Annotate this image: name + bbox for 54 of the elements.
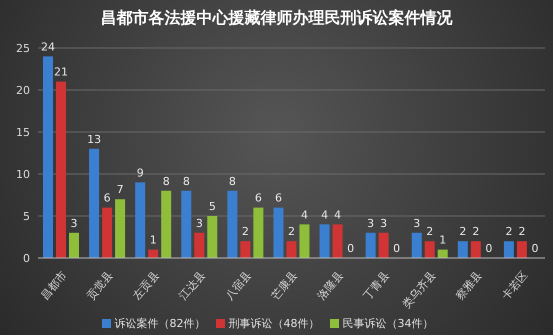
data-label: 3 bbox=[413, 216, 420, 230]
x-tick-label: 芒康县 bbox=[268, 268, 300, 302]
data-label: 1 bbox=[150, 234, 157, 247]
data-label: 9 bbox=[136, 166, 144, 180]
data-label: 21 bbox=[54, 66, 68, 79]
data-label: 6 bbox=[104, 192, 111, 205]
data-label: 2 bbox=[518, 225, 526, 238]
x-tick-label: 类乌齐县 bbox=[400, 268, 438, 311]
x-tick-label: 江达县 bbox=[176, 268, 208, 302]
data-label: 4 bbox=[301, 208, 308, 222]
data-label: 0 bbox=[393, 242, 400, 255]
data-label: 7 bbox=[116, 183, 124, 196]
data-label: 6 bbox=[254, 192, 262, 205]
x-tick-label: 八宿县 bbox=[222, 268, 254, 302]
legend-label: 诉讼案件（82件） bbox=[114, 317, 206, 330]
y-tick-label: 0 bbox=[23, 252, 30, 265]
data-label: 13 bbox=[87, 132, 102, 146]
data-label: 8 bbox=[228, 174, 236, 188]
data-label: 0 bbox=[485, 242, 492, 255]
data-label: 8 bbox=[182, 174, 190, 188]
y-tick-label: 5 bbox=[23, 210, 30, 223]
data-label: 2 bbox=[242, 225, 249, 238]
data-label: 2 bbox=[288, 225, 295, 238]
data-label: 4 bbox=[321, 208, 328, 222]
data-label: 2 bbox=[472, 225, 480, 238]
y-tick-label: 20 bbox=[16, 84, 30, 97]
data-label: 3 bbox=[380, 216, 388, 230]
x-tick-label: 左贡县 bbox=[130, 268, 162, 302]
y-tick-label: 10 bbox=[16, 168, 30, 181]
data-label: 1 bbox=[439, 234, 446, 247]
data-label: 2 bbox=[505, 225, 512, 238]
y-tick-label: 15 bbox=[16, 126, 30, 139]
data-label: 3 bbox=[196, 216, 203, 230]
legend-label: 刑事诉讼（48件） bbox=[228, 317, 320, 330]
data-label: 8 bbox=[162, 174, 170, 188]
x-tick-label: 丁青县 bbox=[360, 268, 392, 302]
chart-title: 昌都市各法援中心援藏律师办理民刑诉讼案件情况 bbox=[100, 8, 454, 29]
data-label: 3 bbox=[70, 216, 78, 230]
x-tick-label: 洛隆县 bbox=[314, 268, 346, 302]
data-label: 24 bbox=[41, 40, 56, 54]
data-label: 3 bbox=[367, 216, 374, 230]
x-tick-label: 察雅县 bbox=[453, 268, 484, 302]
y-tick-label: 25 bbox=[16, 42, 30, 55]
data-label: 5 bbox=[208, 200, 216, 213]
x-tick-label: 贡觉县 bbox=[84, 268, 116, 302]
x-tick-label: 昌都市 bbox=[38, 268, 70, 302]
data-label: 6 bbox=[275, 192, 282, 205]
data-label: 0 bbox=[347, 242, 354, 255]
data-label: 2 bbox=[426, 225, 434, 238]
x-tick-label: 卡若区 bbox=[499, 268, 530, 302]
data-label: 2 bbox=[459, 225, 466, 238]
data-label: 0 bbox=[531, 242, 538, 255]
legend-label: 民事诉讼（34件） bbox=[342, 317, 434, 330]
data-label: 4 bbox=[334, 208, 342, 222]
